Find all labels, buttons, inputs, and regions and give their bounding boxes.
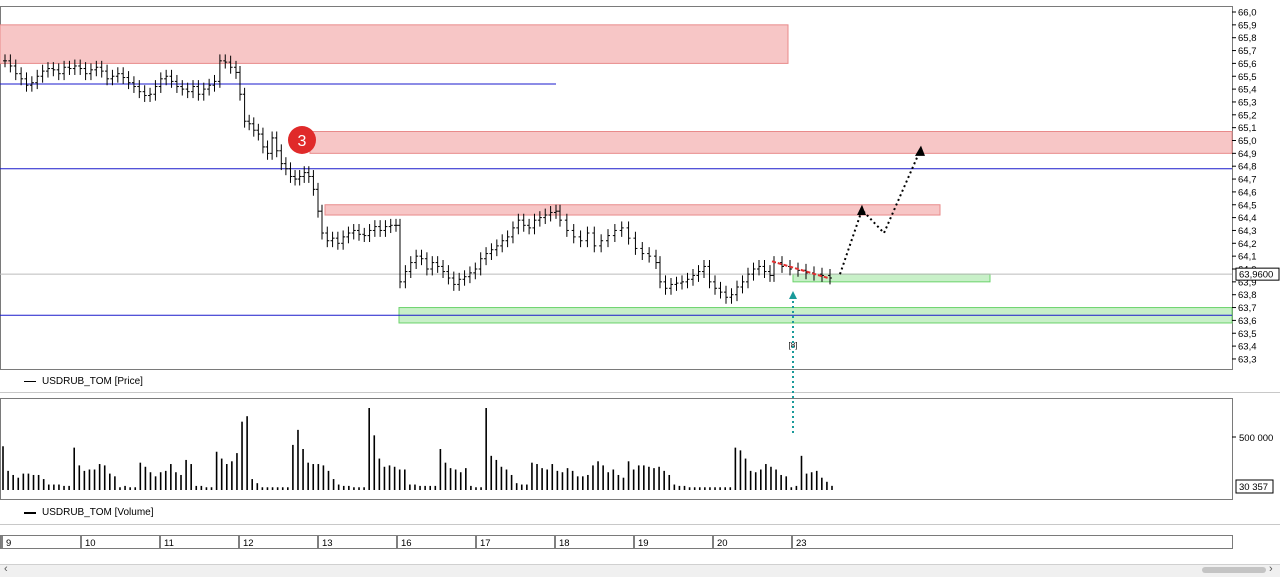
date-label: 23 xyxy=(796,538,807,549)
date-label: 17 xyxy=(480,538,491,549)
price-panel xyxy=(0,6,1233,370)
y-tick-label: 66,0 xyxy=(1238,8,1257,19)
y-tick-label: 64,8 xyxy=(1238,162,1257,173)
y-tick-label: 64,5 xyxy=(1238,200,1257,211)
y-tick-label: 63,7 xyxy=(1238,303,1257,314)
price-legend-label: USDRUB_TOM [Price] xyxy=(42,376,143,387)
y-tick-label: 65,8 xyxy=(1238,33,1257,44)
trend-line xyxy=(771,260,829,279)
price-legend[interactable]: USDRUB_TOM [Price] xyxy=(24,376,143,387)
y-tick-label: 64,2 xyxy=(1238,239,1257,250)
y-tick-label: 65,2 xyxy=(1238,110,1257,121)
y-tick-label: 65,0 xyxy=(1238,136,1257,147)
date-label: 10 xyxy=(85,538,96,549)
y-tick-label: 65,1 xyxy=(1238,123,1257,134)
y-tick-label: 64,1 xyxy=(1238,252,1257,263)
date-label: 18 xyxy=(559,538,570,549)
annotation-badge xyxy=(288,126,316,154)
zone-red xyxy=(309,131,1233,154)
y-tick-label: 63,3 xyxy=(1238,354,1257,365)
date-axis-panel xyxy=(0,535,1233,549)
volume-last-label: 30 357 xyxy=(1239,482,1268,493)
signal-label: [8] xyxy=(789,341,798,350)
volume-legend-label: USDRUB_TOM [Volume] xyxy=(42,507,154,518)
volume-panel xyxy=(0,398,1233,500)
y-tick-label: 65,4 xyxy=(1238,85,1257,96)
date-label: 12 xyxy=(243,538,254,549)
horizontal-scrollbar[interactable] xyxy=(0,564,1280,577)
y-tick-label: 63,9 xyxy=(1238,277,1257,288)
legend-line-icon xyxy=(24,511,36,514)
volume-legend[interactable]: USDRUB_TOM [Volume] xyxy=(24,507,154,518)
date-label: 20 xyxy=(717,538,728,549)
scrollbar-thumb[interactable] xyxy=(1202,567,1266,573)
volume-tick-label: 500 000 xyxy=(1239,433,1273,444)
y-tick-label: 64,6 xyxy=(1238,187,1257,198)
date-label: 11 xyxy=(164,538,174,549)
scroll-left-arrow-icon[interactable]: ‹ xyxy=(4,563,8,575)
arrow-head-icon xyxy=(857,204,866,216)
y-tick-label: 64,4 xyxy=(1238,213,1257,224)
signal-arrow-icon xyxy=(789,291,797,299)
zone-red xyxy=(0,24,789,64)
y-tick-label: 64,9 xyxy=(1238,149,1257,160)
date-label: 19 xyxy=(638,538,649,549)
date-label: 13 xyxy=(322,538,333,549)
last-price-label: 63,9600 xyxy=(1239,270,1273,281)
y-tick-label: 65,7 xyxy=(1238,46,1257,57)
date-label: 16 xyxy=(401,538,412,549)
y-tick-label: 64,7 xyxy=(1238,175,1257,186)
date-label: 9 xyxy=(6,538,11,549)
y-tick-label: 65,9 xyxy=(1238,20,1257,31)
y-tick-label: 65,6 xyxy=(1238,59,1257,70)
volume-last-box xyxy=(1235,479,1274,494)
last-price-box xyxy=(1235,267,1280,281)
y-tick-label: 63,5 xyxy=(1238,329,1257,340)
zone-red xyxy=(324,204,941,216)
y-tick-label: 63,8 xyxy=(1238,290,1257,301)
panel-separator xyxy=(0,524,1280,525)
scroll-right-arrow-icon[interactable]: › xyxy=(1269,563,1273,575)
annotation-badge-label: 3 xyxy=(298,133,307,150)
arrow-head-icon xyxy=(915,145,925,156)
legend-line-icon xyxy=(24,381,36,382)
y-tick-label: 63,4 xyxy=(1238,342,1257,353)
panel-separator xyxy=(0,392,1280,393)
y-tick-label: 65,3 xyxy=(1238,97,1257,108)
y-tick-label: 63,6 xyxy=(1238,316,1257,327)
y-tick-label: 64,3 xyxy=(1238,226,1257,237)
y-tick-label: 65,5 xyxy=(1238,72,1257,83)
